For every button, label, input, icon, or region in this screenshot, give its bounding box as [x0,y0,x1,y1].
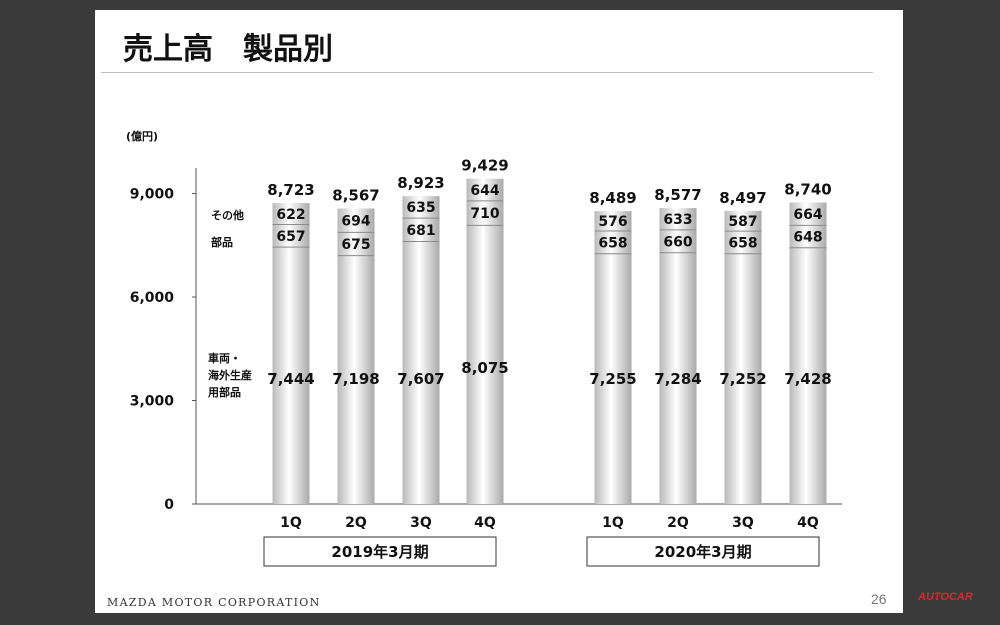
fiscal-year-box [263,536,497,567]
other-label: 633 [663,212,692,228]
y-tick-label: 3,000 [130,394,175,410]
total-label: 8,567 [332,186,379,204]
vehicle-label: 8,075 [461,359,508,377]
x-tick-label: 1Q [602,515,624,531]
legend-other: その他 [211,208,244,222]
vehicle-label: 7,444 [267,370,314,388]
stacked-bar [337,208,375,504]
total-label: 9,429 [461,157,508,175]
vehicle-label: 7,255 [589,370,636,388]
x-tick-label: 3Q [410,515,432,531]
vehicle-label: 7,198 [332,370,379,388]
stacked-bar [402,196,440,504]
other-label: 664 [793,207,822,223]
other-label: 694 [341,213,370,229]
x-tick-label: 2Q [345,515,367,531]
total-label: 8,489 [589,189,636,207]
page-number: 26 [871,591,887,607]
parts-label: 657 [276,229,305,245]
x-tick-label: 4Q [474,515,496,531]
vehicle-label: 7,284 [654,370,701,388]
parts-label: 660 [663,234,692,250]
legend-vehicle-line: 用部品 [208,385,241,399]
watermark-logo: AUTOCAR [918,591,973,603]
total-label: 8,577 [654,186,701,204]
parts-label: 658 [728,235,757,251]
vehicle-label: 7,252 [719,370,766,388]
fiscal-year-label: 2019年3月期 [331,543,428,561]
stacked-bar [659,208,697,504]
fiscal-year-label: 2020年3月期 [654,543,751,561]
x-tick-label: 2Q [667,515,689,531]
legend-vehicle-line: 車両・ [208,351,241,365]
total-label: 8,723 [267,181,314,199]
stacked-bar [466,178,504,504]
total-label: 8,923 [397,174,444,192]
y-unit-label: (億円) [126,129,158,143]
parts-label: 658 [598,235,627,251]
legend-parts: 部品 [211,235,233,249]
other-label: 635 [406,200,435,216]
parts-label: 710 [470,206,499,222]
parts-label: 675 [341,237,370,253]
stacked-bar [594,211,632,504]
fiscal-year-box [586,536,820,567]
x-tick-label: 4Q [797,515,819,531]
vehicle-label: 7,428 [784,370,831,388]
vehicle-label: 7,607 [397,370,444,388]
x-tick-label: 3Q [732,515,754,531]
total-label: 8,497 [719,189,766,207]
title-divider [101,72,873,73]
other-label: 644 [470,183,499,199]
y-tick-label: 0 [164,497,174,513]
y-tick-label: 9,000 [130,187,175,203]
parts-label: 681 [406,223,435,239]
total-label: 8,740 [784,180,831,198]
company-footer: MAZDA MOTOR CORPORATION [107,596,321,609]
parts-label: 648 [793,230,822,246]
stacked-bar [272,203,310,504]
y-tick-label: 6,000 [130,290,175,306]
legend-vehicle-line: 海外生産 [208,368,252,382]
slide-title: 売上高 製品別 [123,32,333,67]
other-label: 587 [728,214,757,230]
stacked-bar [724,210,762,504]
stacked-bar [789,202,827,504]
x-tick-label: 1Q [280,515,302,531]
other-label: 622 [276,207,305,223]
other-label: 576 [598,214,627,230]
